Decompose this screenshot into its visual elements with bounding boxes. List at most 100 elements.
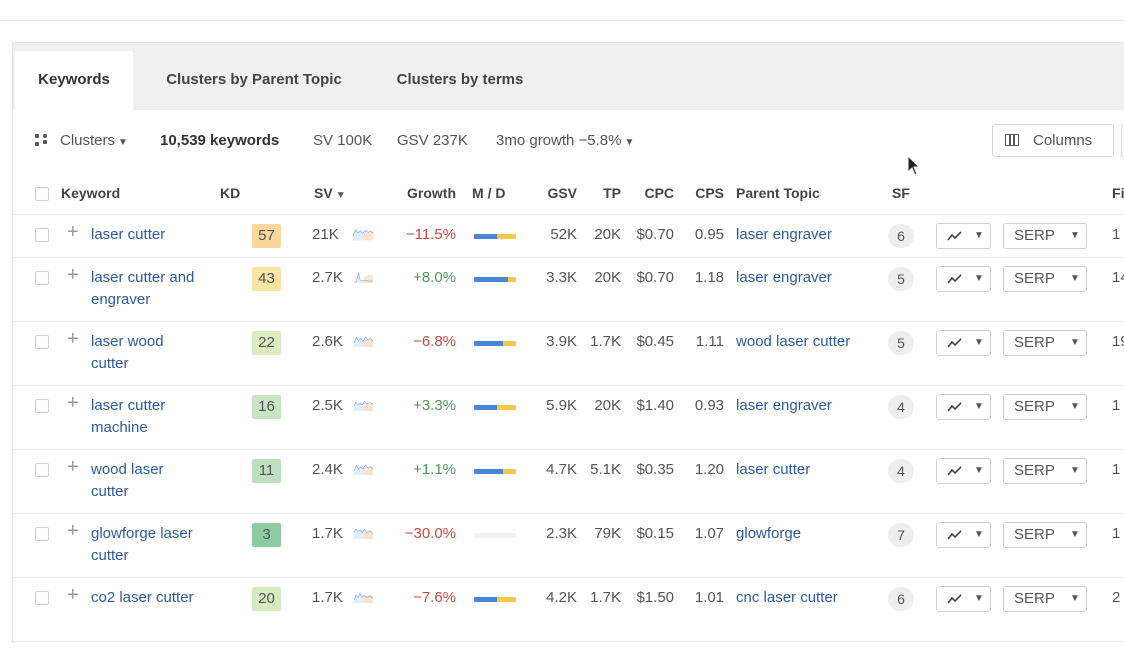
serp-button[interactable]: SERP ▼ <box>1003 223 1088 249</box>
parent-topic-link[interactable]: wood laser cutter <box>736 333 851 350</box>
cpc-value: $0.70 <box>636 269 675 286</box>
trend-chart-icon <box>947 466 962 476</box>
add-to-list-icon[interactable]: + <box>67 520 79 542</box>
export-button[interactable] <box>1121 124 1124 157</box>
clusters-dropdown[interactable]: Clusters ▼ <box>60 132 128 149</box>
parent-topic-link[interactable]: laser engraver <box>736 226 832 243</box>
col-keyword[interactable]: Keyword <box>55 172 218 215</box>
sf-badge[interactable]: 7 <box>888 523 915 547</box>
tab-keywords[interactable]: Keywords <box>15 51 133 110</box>
parent-topic-link[interactable]: glowforge <box>736 525 802 542</box>
kd-badge: 11 <box>252 459 281 483</box>
keyword-link[interactable]: wood laser cutter <box>91 461 164 500</box>
columns-button[interactable]: Columns <box>992 124 1114 157</box>
add-to-list-icon[interactable]: + <box>67 328 79 350</box>
gsv-value: 4.2K <box>546 589 578 606</box>
serp-button[interactable]: SERP ▼ <box>1003 458 1088 484</box>
parent-topic-link[interactable]: laser engraver <box>736 397 832 414</box>
keyword-link[interactable]: glowforge laser cutter <box>91 525 193 564</box>
trend-button[interactable]: ▼ <box>936 586 992 612</box>
tab-clusters-by-parent-topic[interactable]: Clusters by Parent Topic <box>166 71 342 88</box>
select-all-checkbox[interactable] <box>35 187 49 202</box>
trend-chart-icon <box>947 274 962 284</box>
sf-badge[interactable]: 6 <box>888 587 915 611</box>
gsv-value: 3.3K <box>546 269 578 286</box>
sv-trend-sparkline <box>354 401 374 411</box>
first-seen-value: 19 <box>1112 333 1124 350</box>
parent-topic-link[interactable]: cnc laser cutter <box>736 589 838 606</box>
col-md[interactable]: M / D <box>456 172 519 215</box>
col-cpc[interactable]: CPC <box>625 172 679 215</box>
add-to-list-icon[interactable]: + <box>67 584 79 606</box>
first-seen-value: 1 S <box>1112 226 1124 243</box>
trend-button[interactable]: ▼ <box>936 223 992 249</box>
col-parent-topic[interactable]: Parent Topic <box>730 172 887 215</box>
sf-badge[interactable]: 4 <box>888 459 915 483</box>
row-checkbox[interactable] <box>35 228 49 242</box>
table-row: + laser cutter machine 16 2.5K +3.3% 5.9K 20K $… <box>13 385 1124 450</box>
table-row: + co2 laser cutter 20 1.7K −7.6% 4.2K 1.7K $1.5… <box>13 577 1124 642</box>
serp-label: SERP <box>1014 227 1055 244</box>
serp-button[interactable]: SERP ▼ <box>1003 266 1088 292</box>
col-first-seen[interactable]: Fir <box>1107 172 1124 215</box>
sv-trend-sparkline <box>354 464 374 475</box>
col-sv[interactable]: SV ▼ <box>312 172 375 215</box>
cps-value: 1.01 <box>694 589 725 606</box>
col-cps[interactable]: CPS <box>678 172 731 215</box>
serp-label: SERP <box>1014 270 1055 287</box>
serp-button[interactable]: SERP ▼ <box>1003 586 1088 612</box>
keyword-link[interactable]: laser wood cutter <box>91 333 164 372</box>
chevron-down-icon: ▼ <box>1070 593 1080 604</box>
serp-button[interactable]: SERP ▼ <box>1003 330 1088 356</box>
sf-badge[interactable]: 6 <box>888 224 915 248</box>
tp-value: 79K <box>594 525 622 542</box>
row-checkbox[interactable] <box>35 527 49 541</box>
serp-button[interactable]: SERP ▼ <box>1003 394 1088 420</box>
add-to-list-icon[interactable]: + <box>67 456 79 478</box>
chevron-down-icon: ▼ <box>974 273 984 284</box>
growth-dropdown[interactable]: 3mo growth −5.8% ▼ <box>496 132 634 149</box>
add-to-list-icon[interactable]: + <box>67 221 79 243</box>
mobile-desktop-bar <box>474 341 517 346</box>
keyword-link[interactable]: laser cutter and engraver <box>91 269 195 308</box>
trend-button[interactable]: ▼ <box>936 330 992 356</box>
tp-value: 20K <box>594 226 622 243</box>
trend-chart-icon <box>947 231 962 241</box>
parent-topic-link[interactable]: laser engraver <box>736 269 832 286</box>
sv-value: 1.7K <box>312 525 343 542</box>
row-checkbox[interactable] <box>35 399 49 413</box>
col-gsv[interactable]: GSV <box>518 172 582 215</box>
trend-button[interactable]: ▼ <box>936 458 992 484</box>
columns-icon <box>1005 134 1019 146</box>
row-checkbox[interactable] <box>35 271 49 285</box>
add-to-list-icon[interactable]: + <box>67 392 79 414</box>
trend-button[interactable]: ▼ <box>936 394 992 420</box>
tab-clusters-by-terms[interactable]: Clusters by terms <box>396 71 524 88</box>
keyword-link[interactable]: co2 laser cutter <box>91 589 194 606</box>
chevron-down-icon: ▼ <box>974 593 984 604</box>
keyword-link[interactable]: laser cutter machine <box>91 397 166 436</box>
trend-button[interactable]: ▼ <box>936 266 992 292</box>
sf-badge[interactable]: 4 <box>888 395 915 419</box>
sf-badge[interactable]: 5 <box>888 331 915 355</box>
keyword-link[interactable]: laser cutter <box>91 226 166 243</box>
col-sf[interactable]: SF <box>886 172 937 215</box>
col-growth[interactable]: Growth <box>374 172 457 215</box>
growth-value: −30.0% <box>404 525 457 542</box>
gsv-value: 2.3K <box>546 525 578 542</box>
col-tp[interactable]: TP <box>581 172 626 215</box>
row-checkbox[interactable] <box>35 463 49 477</box>
row-checkbox[interactable] <box>35 335 49 349</box>
parent-topic-link[interactable]: laser cutter <box>736 461 811 478</box>
sf-badge[interactable]: 5 <box>888 267 915 291</box>
add-to-list-icon[interactable]: + <box>67 264 79 286</box>
trend-button[interactable]: ▼ <box>936 522 992 548</box>
cpc-value: $0.45 <box>636 333 675 350</box>
growth-value: +3.3% <box>413 397 457 414</box>
col-kd[interactable]: KD <box>218 172 313 215</box>
chevron-down-icon: ▼ <box>974 401 984 412</box>
trend-chart-icon <box>947 594 962 604</box>
table-row: + glowforge laser cutter 3 1.7K −30.0% 2.3K 79… <box>13 513 1124 578</box>
serp-button[interactable]: SERP ▼ <box>1003 522 1088 548</box>
row-checkbox[interactable] <box>35 591 49 605</box>
